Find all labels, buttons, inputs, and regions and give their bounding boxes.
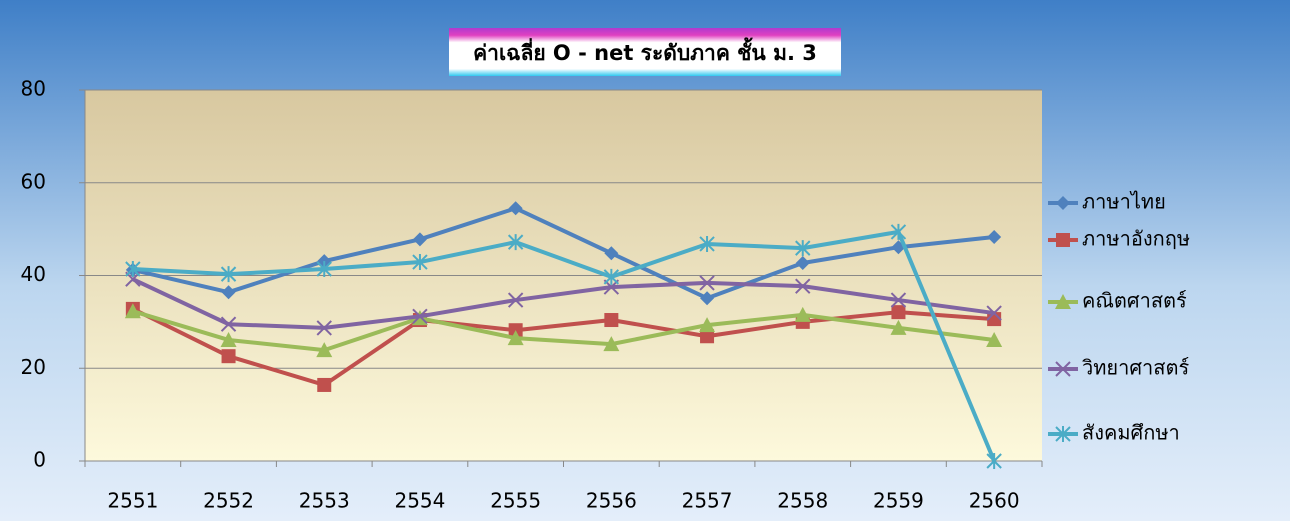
marker [316,261,332,278]
chart-title: ค่าเฉลี่ย O - net ระดับภาค ชั้น ม. 3 [473,37,817,65]
marker [507,234,524,251]
title-box [449,28,841,76]
marker [317,377,332,392]
series-line [131,307,995,387]
y-tick-label: 20 [21,355,46,379]
marker [891,305,906,320]
marker [604,313,619,328]
marker [986,453,1002,469]
lines [124,201,1003,469]
marker [412,254,428,271]
marker [603,336,620,352]
marker [412,308,428,325]
x-tick-label: 2556 [586,489,637,513]
marker [316,342,333,358]
x-tick-label: 2558 [777,489,828,513]
marker [890,292,907,308]
marker [795,240,811,257]
y-tick-label: 80 [21,77,46,101]
marker [604,246,619,261]
marker [794,306,811,322]
marker [795,278,811,294]
legend: ภาษาไทยภาษาอังกฤษคณิตศาสตร์วิทยาศาสตร์สั… [1048,190,1190,445]
marker [220,316,237,332]
series-line [132,309,995,353]
marker [1055,426,1071,442]
legend-label: สังคมศึกษา [1082,421,1180,445]
marker [1055,361,1071,377]
marker [221,349,236,364]
marker [124,303,141,319]
marker [986,331,1003,347]
x-tick-label: 2557 [682,489,733,513]
marker [507,330,524,346]
x-tick-label: 2551 [107,489,158,513]
marker [890,319,907,335]
marker [987,230,1002,245]
marker [1056,233,1070,247]
x-tick-label: 2559 [873,489,924,513]
marker [508,201,523,216]
marker [699,317,716,333]
marker [1055,294,1071,309]
marker [700,291,715,306]
x-tick-label: 2555 [490,489,541,513]
marker [603,268,620,285]
legend-label: ภาษาอังกฤษ [1082,227,1190,251]
series-line [132,229,996,462]
x-tick-label: 2553 [299,489,350,513]
marker [890,223,907,240]
marker [507,292,524,308]
x-tick-label: 2554 [394,489,445,513]
marker [220,266,237,283]
marker [700,329,715,344]
marker [795,255,810,270]
y-tick-label: 60 [21,169,46,193]
x-tick-label: 2560 [969,489,1020,513]
marker [986,305,1002,321]
marker [1056,196,1070,210]
marker [221,285,236,300]
legend-label: วิทยาศาสตร์ [1082,356,1189,380]
marker [699,235,715,252]
x-tick-label: 2552 [203,489,254,513]
grid: 0 20 40 60 80 2551 2552 2553 2554 2555 2556 2557 255… [21,77,1043,513]
marker [125,261,141,278]
series-line [132,206,995,301]
y-tick-label: 0 [33,448,46,472]
legend-label: ภาษาไทย [1082,190,1166,214]
marker [220,331,237,347]
marker [316,320,332,336]
y-tick-label: 40 [21,262,46,286]
legend-label: คณิตศาสตร์ [1082,289,1187,313]
marker [699,275,715,291]
series-line [131,277,995,330]
marker [412,232,427,247]
